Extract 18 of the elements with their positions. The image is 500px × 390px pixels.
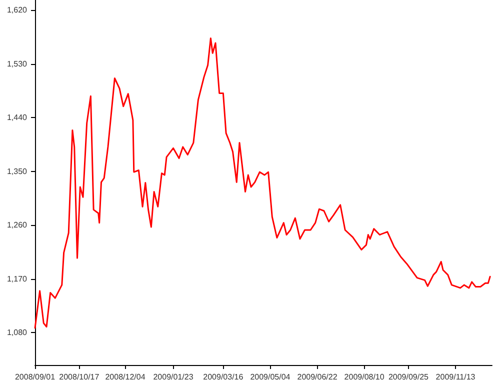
x-tick-label: 2008/10/17 [59, 372, 100, 382]
y-tick-label: 1,350 [6, 166, 28, 176]
x-tick-label: 2009/11/13 [436, 372, 476, 382]
x-tick-label: 2008/12/04 [105, 372, 146, 382]
y-tick-label: 1,080 [6, 328, 28, 338]
line-series [34, 37, 491, 329]
x-tick-label: 2008/09/01 [14, 372, 56, 382]
y-tick-label: 1,440 [6, 113, 28, 122]
y-tick-label: 1,260 [6, 220, 28, 230]
y-tick-label: 1,530 [6, 59, 28, 68]
x-tick-label: 2009/08/10 [344, 372, 385, 382]
x-tick-label: 2009/01/23 [153, 372, 194, 382]
x-tick-label: 2009/05/04 [250, 372, 291, 382]
y-tick-label: 1,620 [6, 6, 28, 15]
x-tick-label: 2009/03/16 [203, 372, 244, 382]
y-tick-label: 1,170 [6, 274, 28, 284]
x-tick-label: 2009/09/25 [388, 372, 430, 382]
x-tick-label: 2009/06/22 [297, 372, 338, 382]
